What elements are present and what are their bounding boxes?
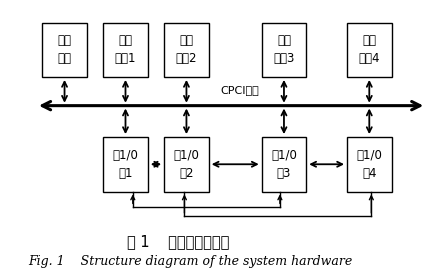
Bar (261, 137, 306, 192)
Bar (42, 22, 87, 77)
Text: 处理
板卡4: 处理 板卡4 (358, 34, 379, 65)
Text: 处理
板卡1: 处理 板卡1 (115, 34, 136, 65)
Text: 图 1    系统硬件结构图: 图 1 系统硬件结构图 (127, 235, 229, 249)
Bar (346, 137, 391, 192)
Text: 处理
板卡3: 处理 板卡3 (273, 34, 294, 65)
Text: 处理
板卡2: 处理 板卡2 (175, 34, 197, 65)
Bar (346, 22, 391, 77)
Text: 系统
主板: 系统 主板 (57, 34, 71, 65)
Text: 后1/0
板4: 后1/0 板4 (355, 149, 381, 180)
Text: 后1/0
板1: 后1/0 板1 (112, 149, 138, 180)
Bar (164, 22, 208, 77)
Bar (103, 22, 148, 77)
Text: CPCI总线: CPCI总线 (219, 85, 258, 95)
Bar (261, 22, 306, 77)
Text: 后1/0
板2: 后1/0 板2 (173, 149, 199, 180)
Text: 后1/0
板3: 后1/0 板3 (270, 149, 296, 180)
Bar (103, 137, 148, 192)
Bar (164, 137, 208, 192)
Text: Fig. 1    Structure diagram of the system hardware: Fig. 1 Structure diagram of the system h… (28, 255, 352, 267)
